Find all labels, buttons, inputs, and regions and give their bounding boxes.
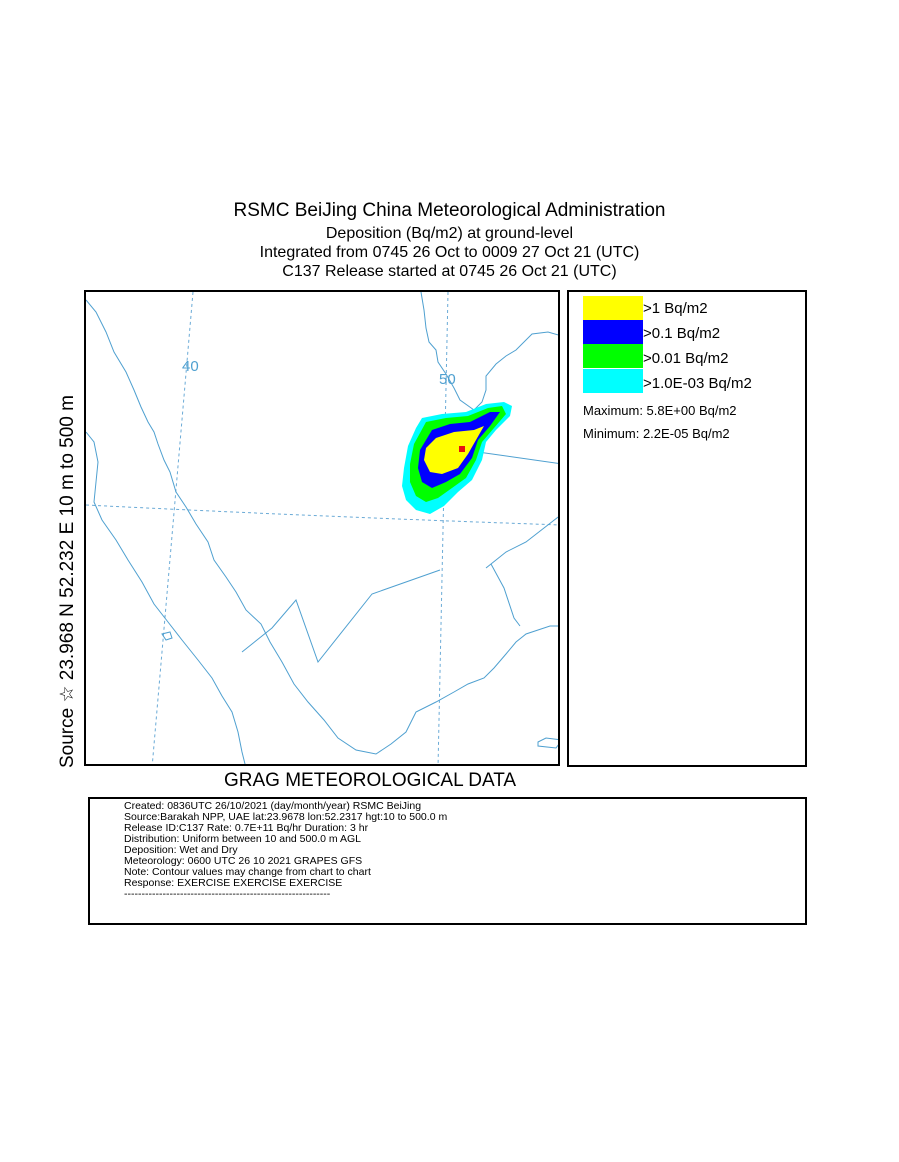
island-shape	[537, 737, 558, 749]
legend-label-3: >0.01 Bq/m2	[643, 350, 729, 367]
plume-yellow	[424, 426, 484, 474]
legend-label-2: >0.1 Bq/m2	[643, 325, 721, 342]
info-line: Release ID:C137 Rate: 0.7E+11 Bq/hr Dura…	[124, 822, 369, 834]
minimum-value: Minimum: 2.2E-05 Bq/m2	[583, 426, 730, 441]
gulf-north-coast	[420, 292, 558, 411]
info-line: Note: Contour values may change from cha…	[124, 866, 371, 878]
coastlines	[86, 292, 558, 764]
legend-swatch-4	[583, 369, 643, 393]
red-sea-arabia-coast	[86, 299, 558, 755]
chart-subtitle-integration: Integrated from 0745 26 Oct to 0009 27 O…	[259, 244, 640, 261]
source-marker	[459, 446, 465, 452]
data-source-label: GRAG METEOROLOGICAL DATA	[224, 770, 517, 791]
legend-swatch-1	[583, 296, 643, 320]
maximum-value: Maximum: 5.8E+00 Bq/m2	[583, 403, 737, 418]
legend-label-1: >1 Bq/m2	[643, 300, 708, 317]
map-svg: 40 50	[86, 292, 558, 764]
info-line: ----------------------------------------…	[124, 888, 331, 900]
info-line: Response: EXERCISE EXERCISE EXERCISE	[124, 877, 343, 889]
info-line: Deposition: Wet and Dry	[124, 844, 238, 856]
chart-subtitle-deposition: Deposition (Bq/m2) at ground-level	[325, 225, 574, 242]
lon-label-50: 50	[439, 371, 456, 388]
legend-swatch-2	[583, 320, 643, 344]
map-panel[interactable]: 40 50	[84, 290, 560, 766]
meridian-40	[151, 292, 194, 764]
info-line: Distribution: Uniform between 10 and 500…	[124, 833, 361, 845]
deposition-plume	[402, 402, 512, 514]
chart-subtitle-release: C137 Release started at 0745 26 Oct 21 (…	[282, 263, 617, 280]
legend-panel: >1 Bq/m2 >0.1 Bq/m2 >0.01 Bq/m2 >1.0E-03…	[567, 290, 807, 767]
source-location-label: Source ☆ 23.968 N 52.232 E 10 m to 500 m	[57, 395, 78, 768]
info-line: Source:Barakah NPP, UAE lat:23.9678 lon:…	[124, 811, 448, 823]
border-segment-1	[477, 451, 558, 464]
border-segment-3	[241, 569, 441, 664]
meridian-50	[437, 292, 449, 764]
info-line: Created: 0836UTC 26/10/2021 (day/month/y…	[124, 800, 422, 812]
graticule	[86, 292, 558, 764]
lon-label-40: 40	[182, 358, 199, 375]
border-segment-2	[485, 516, 558, 569]
lake-shape	[161, 631, 173, 641]
africa-coast	[86, 431, 246, 764]
border-segment-4	[490, 563, 521, 627]
parallel-line	[86, 504, 558, 526]
legend-label-4: >1.0E-03 Bq/m2	[643, 375, 752, 392]
chart-title: RSMC BeiJing China Meteorological Admini…	[233, 200, 666, 221]
info-panel: Created: 0836UTC 26/10/2021 (day/month/y…	[88, 797, 807, 925]
info-line: Meteorology: 0600 UTC 26 10 2021 GRAPES …	[124, 855, 363, 867]
legend-swatch-3	[583, 344, 643, 368]
